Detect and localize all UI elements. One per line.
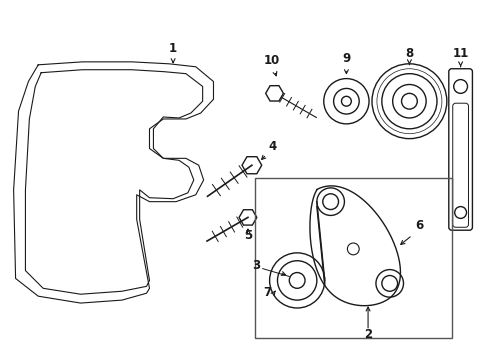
Text: 8: 8 — [405, 47, 413, 60]
Text: 7: 7 — [263, 286, 271, 299]
Text: 11: 11 — [451, 47, 468, 60]
Text: 4: 4 — [268, 140, 276, 153]
Text: 3: 3 — [251, 258, 259, 271]
Text: 2: 2 — [363, 328, 371, 341]
Text: 1: 1 — [169, 42, 177, 55]
Text: 6: 6 — [414, 219, 423, 232]
Text: 5: 5 — [244, 229, 251, 242]
Bar — [254, 178, 451, 338]
Text: 10: 10 — [263, 54, 279, 67]
Text: 9: 9 — [342, 52, 350, 65]
